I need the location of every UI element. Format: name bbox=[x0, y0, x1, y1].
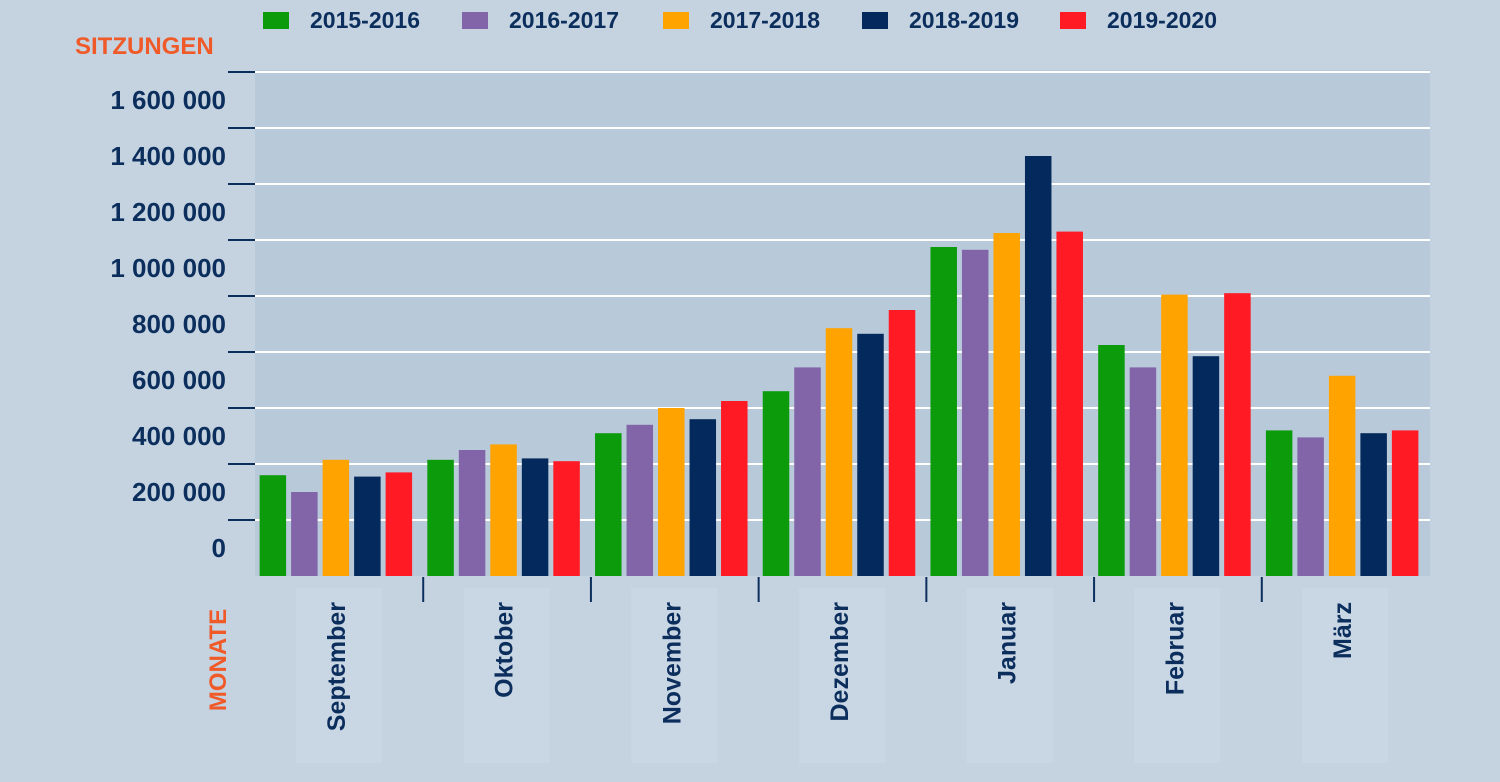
legend-swatch bbox=[663, 12, 689, 29]
x-tick-label: September bbox=[323, 602, 351, 731]
bar bbox=[595, 433, 622, 576]
bar bbox=[490, 444, 517, 576]
y-tick-label: 1 600 000 bbox=[110, 85, 226, 115]
x-tick-label: Januar bbox=[994, 602, 1022, 684]
legend: 2015-2016 2016-2017 2017-2018 2018-2019 2019… bbox=[263, 7, 1217, 33]
bar bbox=[1161, 294, 1188, 576]
bar bbox=[1297, 437, 1324, 576]
legend-label: 2017-2018 bbox=[710, 7, 820, 33]
category-label-background bbox=[631, 588, 718, 763]
bar bbox=[1024, 156, 1052, 576]
bar bbox=[1391, 430, 1419, 576]
x-tick-label: Februar bbox=[1161, 602, 1189, 695]
y-axis: 0 200 000 400 000 600 000 800 000 1 000 000 1 … bbox=[110, 71, 255, 563]
bar bbox=[626, 424, 654, 576]
y-tick-label: 200 000 bbox=[132, 477, 226, 507]
bar bbox=[1098, 345, 1125, 576]
y-tick-label: 1 400 000 bbox=[110, 141, 226, 171]
bar bbox=[794, 367, 821, 576]
bar bbox=[291, 492, 318, 576]
x-tick-label: Dezember bbox=[826, 602, 854, 722]
bar bbox=[961, 249, 989, 577]
bar bbox=[458, 450, 486, 576]
legend-swatch bbox=[263, 12, 289, 29]
bar bbox=[354, 476, 381, 576]
bar bbox=[930, 247, 957, 576]
x-tick-label: März bbox=[1329, 602, 1357, 659]
bar bbox=[689, 419, 717, 576]
x-tick-label: November bbox=[658, 602, 686, 725]
category-label-background bbox=[966, 588, 1053, 763]
bar bbox=[1192, 356, 1220, 576]
legend-label: 2015-2016 bbox=[310, 7, 420, 33]
y-tick-label: 800 000 bbox=[132, 309, 226, 339]
legend-swatch bbox=[462, 12, 488, 29]
bar bbox=[553, 461, 580, 576]
bar bbox=[427, 459, 454, 576]
y-axis-title: SITZUNGEN bbox=[75, 33, 214, 60]
x-axis: September Oktober November Dezember Januar Fe… bbox=[323, 602, 1357, 731]
y-tick-label: 1 000 000 bbox=[110, 253, 226, 283]
bar bbox=[385, 472, 413, 576]
bars bbox=[259, 156, 1419, 577]
bar bbox=[658, 408, 685, 576]
legend-swatch bbox=[1060, 12, 1086, 29]
legend-label: 2019-2020 bbox=[1107, 7, 1217, 33]
bar bbox=[888, 310, 916, 576]
bar bbox=[1360, 433, 1387, 576]
bar bbox=[322, 459, 350, 576]
legend-swatch bbox=[862, 12, 888, 29]
y-tick-label: 400 000 bbox=[132, 421, 226, 451]
bar bbox=[721, 401, 748, 576]
bar bbox=[521, 458, 549, 576]
legend-label: 2016-2017 bbox=[509, 7, 619, 33]
y-tick-label: 0 bbox=[212, 533, 226, 563]
bar bbox=[1056, 231, 1083, 576]
category-label-background bbox=[463, 588, 550, 763]
category-label-background bbox=[799, 588, 885, 763]
category-label-background bbox=[295, 588, 382, 763]
category-label-background bbox=[1302, 588, 1389, 763]
bar bbox=[1265, 430, 1293, 576]
x-axis-title: MONATE bbox=[205, 609, 232, 711]
y-tick-label: 1 200 000 bbox=[110, 197, 226, 227]
category-label-background bbox=[1134, 588, 1221, 763]
x-tick-label: Oktober bbox=[491, 602, 519, 698]
bar bbox=[825, 328, 853, 576]
bar bbox=[1224, 293, 1251, 576]
bar bbox=[762, 391, 790, 576]
bar bbox=[993, 233, 1020, 576]
bar bbox=[1328, 375, 1356, 576]
y-tick-label: 600 000 bbox=[132, 365, 226, 395]
bar bbox=[857, 333, 884, 576]
bar bbox=[1129, 367, 1157, 576]
x-axis-separators bbox=[422, 577, 1263, 602]
x-category-backgrounds bbox=[295, 588, 1389, 763]
bar bbox=[259, 475, 287, 576]
legend-label: 2018-2019 bbox=[909, 7, 1019, 33]
